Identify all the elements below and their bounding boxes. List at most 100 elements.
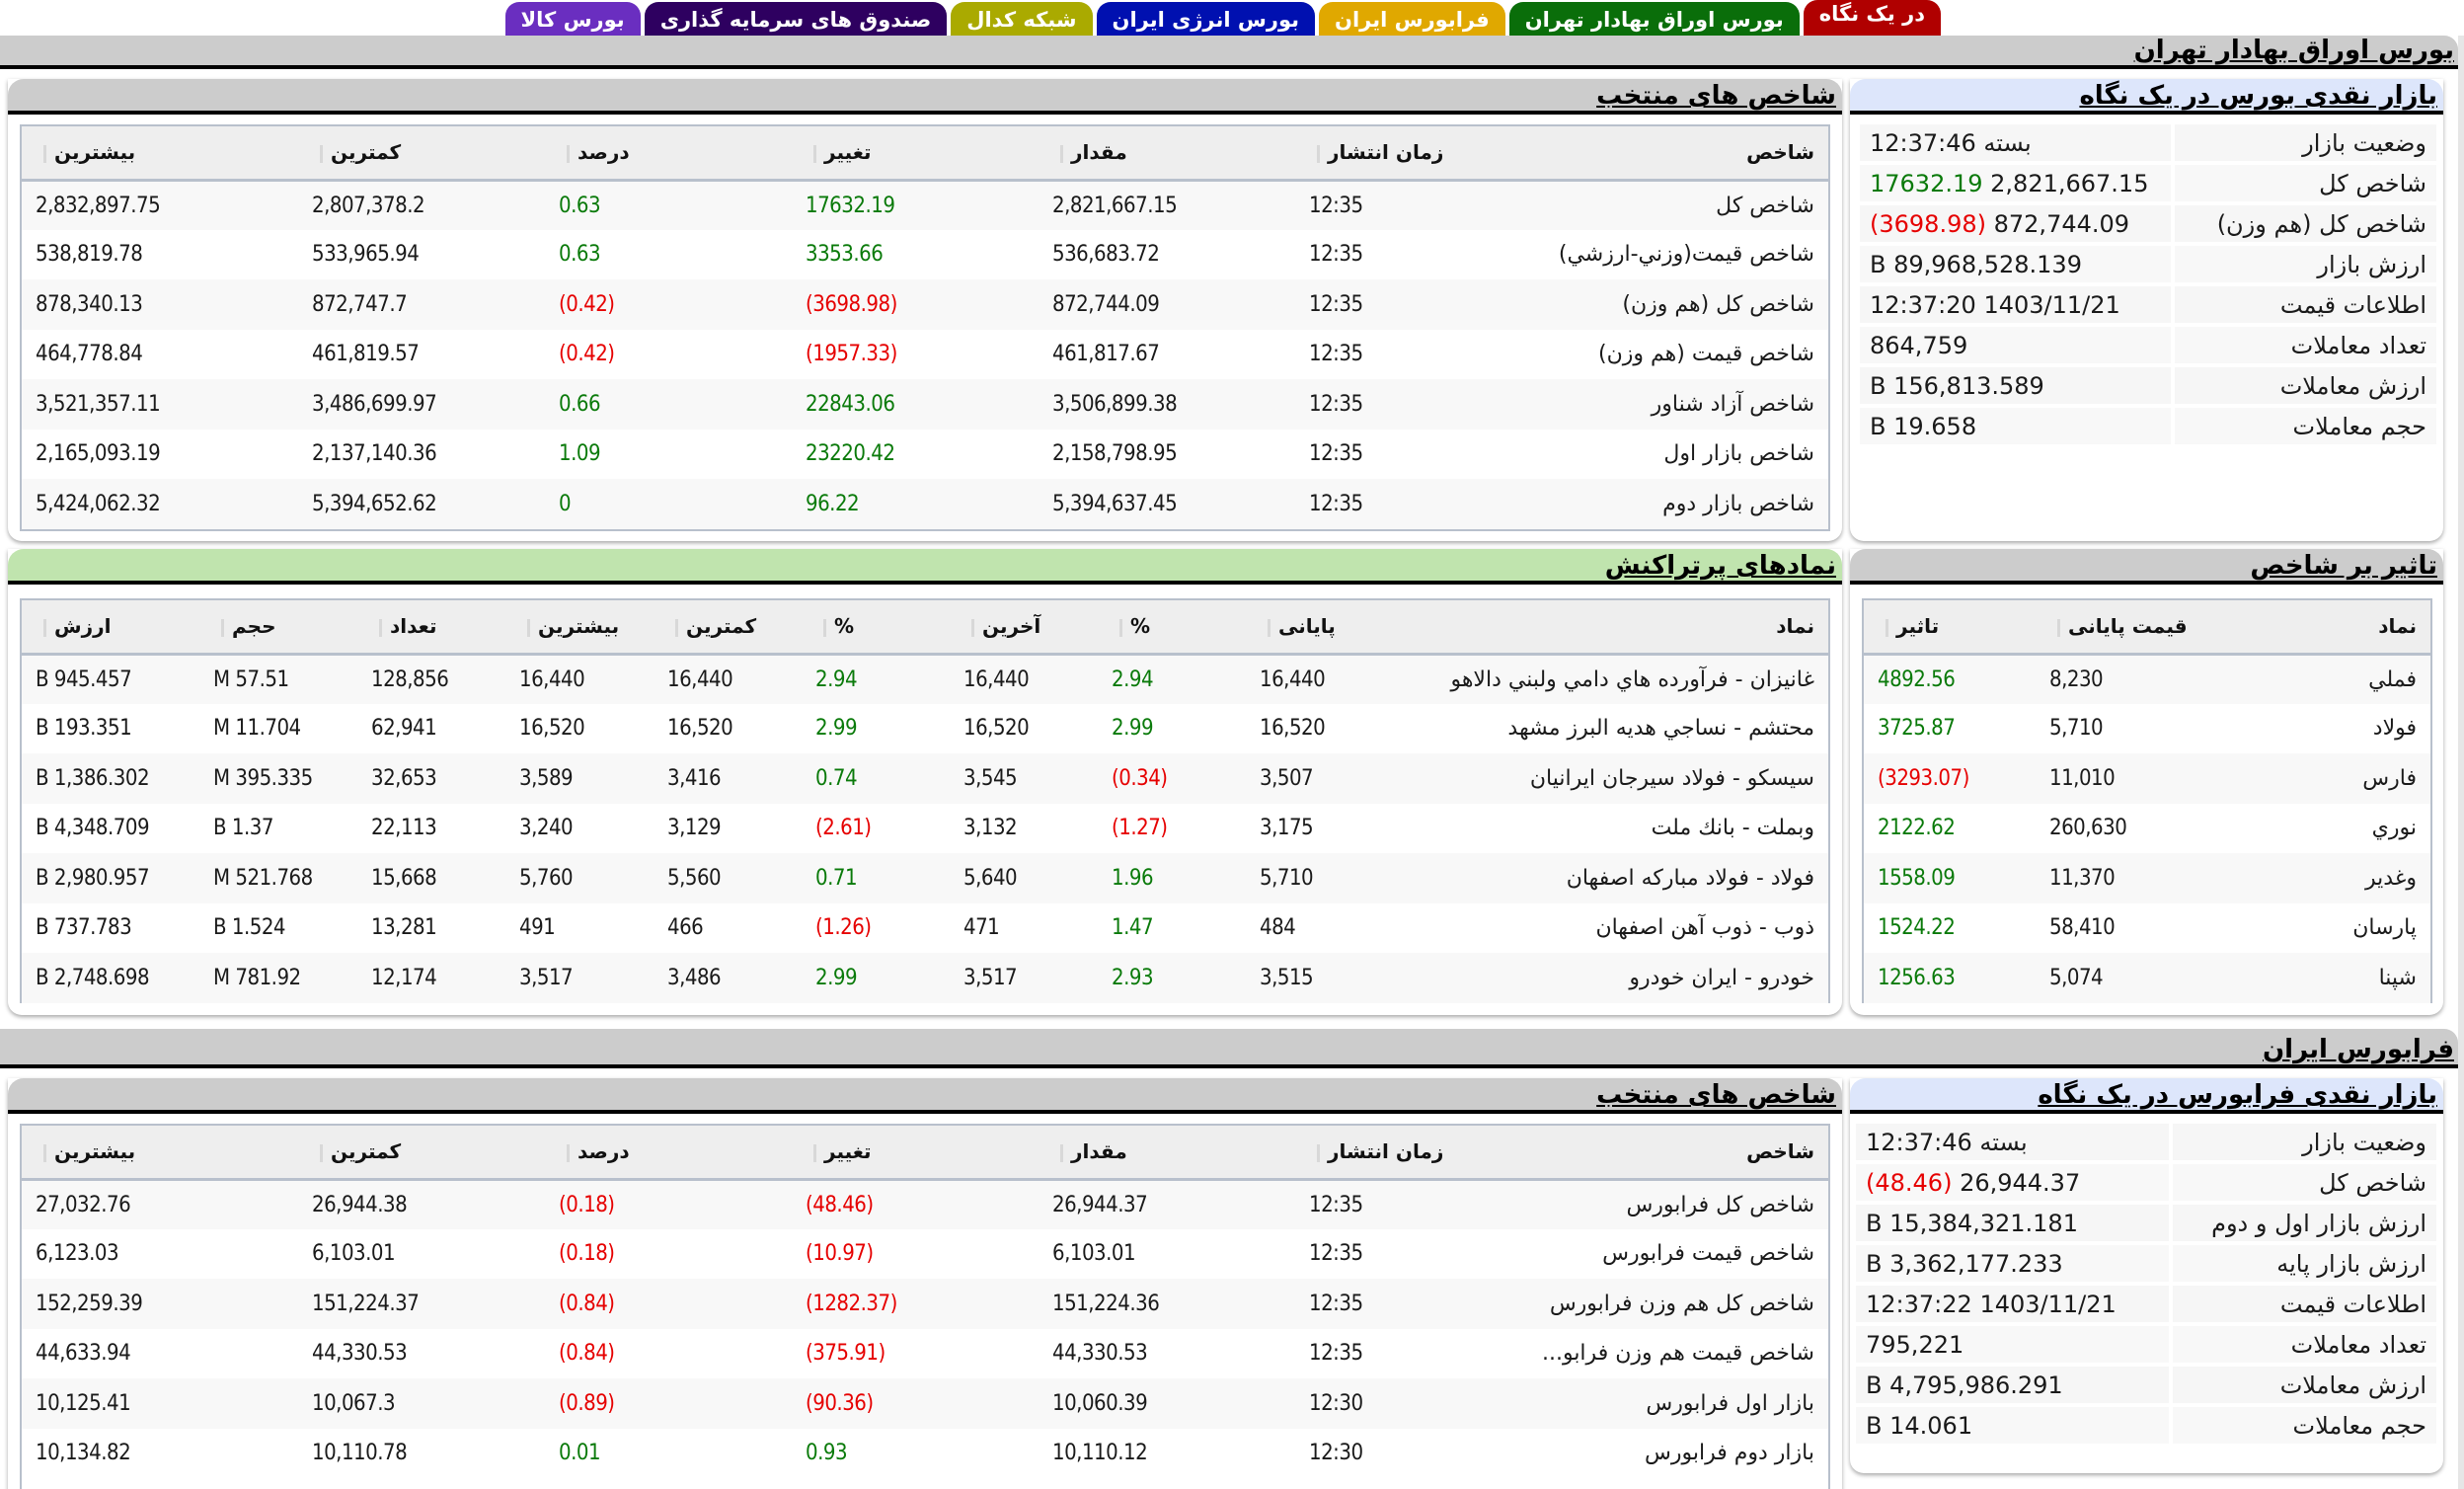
tab-5[interactable]: صندوق های سرمایه گذاری [644,2,948,38]
table-row[interactable]: شاخص بازار دوم 12:35 5,394,637.45 96.22 0 5,3… [22,479,1828,529]
column-resize-handle[interactable] [823,618,826,637]
column-header[interactable]: مقدار [1039,126,1295,182]
cell-max: 464,778.84 [36,342,143,367]
column-header[interactable]: درصد [545,1126,792,1181]
glance-value-text: بسته 12:37:46 [1866,1128,2028,1156]
table-row[interactable]: شاخص آزاد شناور 12:35 3,506,899.38 22843.06… [22,379,1828,430]
column-header[interactable]: نماد [2233,600,2430,656]
table-row[interactable]: فارس 11,010 (3293.07) [1864,753,2430,804]
tab-6[interactable]: بورس کالا [504,2,641,38]
column-header[interactable]: نماد [1394,600,1828,656]
column-header[interactable]: % [1098,600,1246,656]
column-header-label: % [834,614,855,639]
column-header[interactable]: کمترین [654,600,802,656]
column-header[interactable]: تاثیر [1864,600,2036,656]
table-row[interactable]: وبملت - بانك ملت 3,175 (1.27) 3,132 (2.61) 3,… [22,804,1828,854]
table-row[interactable]: نوري 260,630 2122.62 [1864,804,2430,854]
table-row[interactable]: پارسان 58,410 1524.22 [1864,903,2430,954]
table-row[interactable]: شاخص كل هم وزن فرابورس 12:35 151,224.36 (12… [22,1279,1828,1329]
cell-value: 737.783 B [36,915,132,941]
column-resize-handle[interactable] [1317,144,1320,163]
page-scrollbar[interactable] [2458,36,2464,1489]
column-resize-handle[interactable] [1119,618,1122,637]
tab-0[interactable]: در یک نگاه [1803,0,1941,38]
column-resize-handle[interactable] [567,1143,570,1162]
cell-max: 3,589 [505,753,654,804]
column-resize-handle[interactable] [527,618,530,637]
table-row[interactable]: وغدير 11,370 1558.09 [1864,853,2430,903]
column-resize-handle[interactable] [1060,1143,1063,1162]
table-row[interactable]: محتشم - نساجي هديه البرز مشهد 16,520 2.99 1… [22,704,1828,754]
column-resize-handle[interactable] [1060,144,1063,163]
table-row[interactable]: فولاد 5,710 3725.87 [1864,704,2430,754]
table-row[interactable]: خودرو - ايران خودرو 3,515 2.93 3,517 2.99 3,4… [22,953,1828,1003]
table-row[interactable]: غانيزان - فرآورده هاي دامي ولبني دالاهو 1… [22,654,1828,704]
column-header[interactable]: حجم [199,600,357,656]
column-header[interactable]: بیشترین [505,600,654,656]
column-header-label: شاخص [1746,140,1814,165]
table-row[interactable]: شپنا 5,074 1256.63 [1864,953,2430,1003]
column-header[interactable]: تغییر [792,1126,1039,1181]
column-header[interactable]: درصد [545,126,792,182]
column-resize-handle[interactable] [813,144,816,163]
column-header[interactable]: تعداد [357,600,505,656]
column-resize-handle[interactable] [971,618,974,637]
table-row[interactable]: فملي 8,230 4892.56 [1864,654,2430,704]
column-resize-handle[interactable] [1886,618,1888,637]
column-header[interactable]: بیشترین [22,1126,298,1181]
column-resize-handle[interactable] [43,144,46,163]
table-row[interactable]: بازار اول فرابورس 12:30 10,060.39 (90.36) (0… [22,1378,1828,1429]
cell-name: بازار دوم فرابورس [1645,1441,1814,1466]
column-header[interactable]: قیمت پایانی [2036,600,2233,656]
table-row[interactable]: شاخص كل (هم وزن) 12:35 872,744.09 (3698.98)… [22,279,1828,330]
column-header[interactable]: ارزش [22,600,199,656]
cell-close: 260,630 [2049,816,2127,841]
glance-label: ارزش بازار [2175,246,2436,282]
column-header[interactable]: آخرین [950,600,1098,656]
column-resize-handle[interactable] [675,618,678,637]
column-resize-handle[interactable] [2057,618,2060,637]
column-resize-handle[interactable] [43,618,46,637]
glance-value-text: 3,362,177.233 B [1866,1249,2063,1278]
column-resize-handle[interactable] [813,1143,816,1162]
tab-2[interactable]: فرابورس ایران [1319,2,1505,38]
table-row[interactable]: ذوب - ذوب آهن اصفهان 484 1.47 471 (1.26) 466 4… [22,903,1828,954]
table-row[interactable]: شاخص كل فرابورس 12:35 26,944.37 (48.46) (0.1… [22,1179,1828,1229]
cell-value: 4,348.709 B [36,816,150,841]
column-resize-handle[interactable] [43,1143,46,1162]
column-header[interactable]: تغییر [792,126,1039,182]
column-resize-handle[interactable] [567,144,570,163]
column-resize-handle[interactable] [379,618,382,637]
table-row[interactable]: شاخص قيمت هم وزن فرابو... 12:35 44,330.53 (… [22,1329,1828,1379]
column-resize-handle[interactable] [1268,618,1270,637]
table-row[interactable]: فولاد - فولاد مباركه اصفهان 5,710 1.96 5,64… [22,853,1828,903]
column-resize-handle[interactable] [1317,1143,1320,1162]
column-header[interactable]: شاخص [1502,126,1828,182]
column-header[interactable]: زمان انتشار [1295,126,1502,182]
column-header[interactable]: شاخص [1502,1126,1828,1181]
table-row[interactable]: شاخص کل 12:35 2,821,667.15 17632.19 0.63 2,80… [22,180,1828,230]
column-header[interactable]: % [802,600,950,656]
column-header[interactable]: زمان انتشار [1295,1126,1502,1181]
table-row[interactable]: شاخص قيمت(وزني-ارزشي) 12:35 536,683.72 3353… [22,230,1828,280]
table-row[interactable]: شاخص قيمت (هم وزن) 12:35 461,817.67 (1957.3… [22,330,1828,380]
cell-min: 44,330.53 [312,1341,408,1367]
table-row[interactable]: شاخص قيمت فرابورس 12:35 6,103.01 (10.97) (0.… [22,1229,1828,1280]
column-header[interactable]: پایانی [1246,600,1394,656]
header-row: نماد قیمت پایانی تاثیر [1864,600,2430,656]
table-row[interactable]: شاخص بازار اول 12:35 2,158,798.95 23220.42 1… [22,430,1828,480]
tab-3[interactable]: بورس انرژی ایران [1096,2,1316,38]
tab-4[interactable]: شبکه کدال [951,2,1093,38]
column-header[interactable]: بیشترین [22,126,298,182]
cell-last: 16,440 [950,654,1098,704]
tab-1[interactable]: بورس اوراق بهادار تهران [1508,2,1800,38]
column-header[interactable]: کمترین [298,1126,545,1181]
column-header[interactable]: مقدار [1039,1126,1295,1181]
column-resize-handle[interactable] [221,618,224,637]
table-row[interactable]: بازار دوم فرابورس 12:30 10,110.12 0.93 0.01 1… [22,1429,1828,1479]
column-resize-handle[interactable] [320,144,323,163]
column-resize-handle[interactable] [320,1143,323,1162]
table-row[interactable]: سيسكو - فولاد سيرجان ايرانيان 3,507 (0.34)… [22,753,1828,804]
cell-change: (375.91) [806,1341,886,1367]
column-header[interactable]: کمترین [298,126,545,182]
